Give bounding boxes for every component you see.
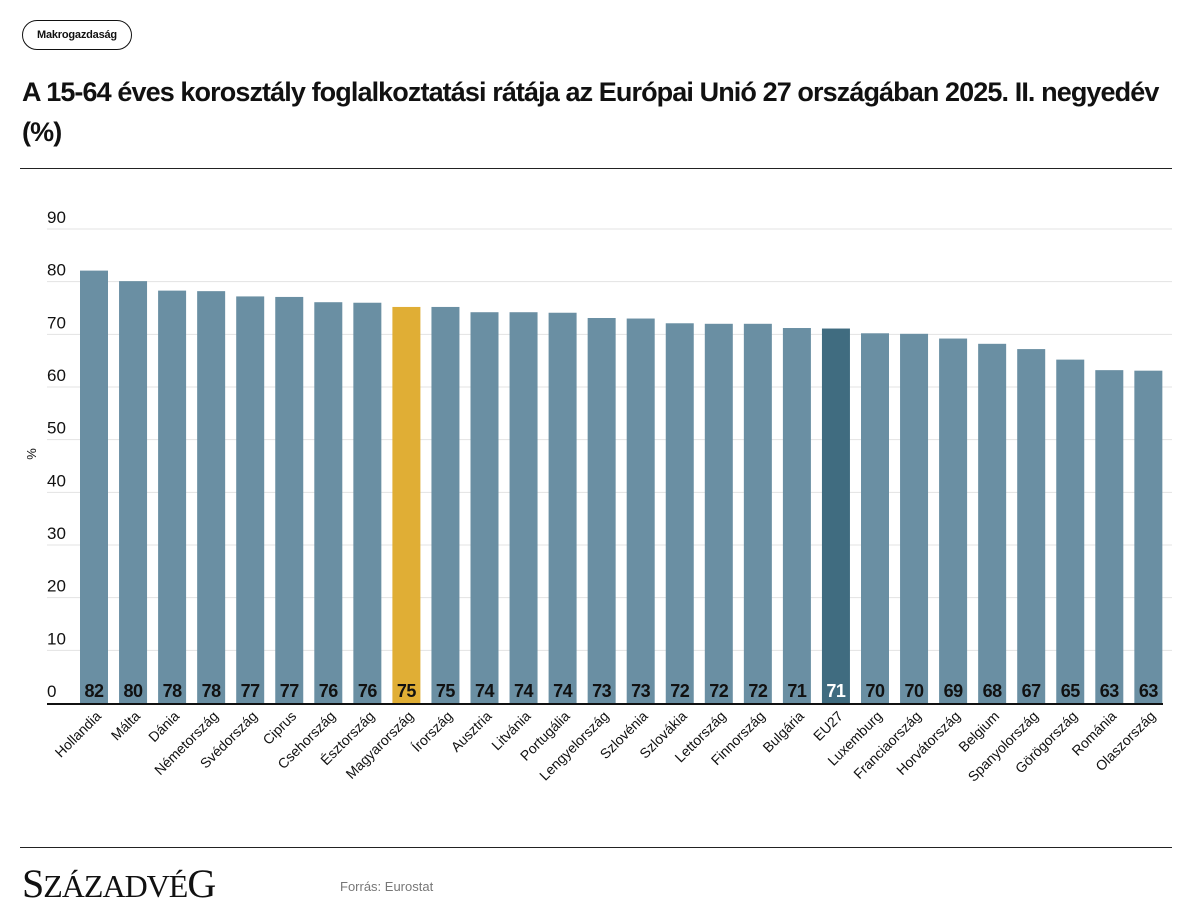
bar-írország[interactable] bbox=[431, 306, 460, 703]
y-tick-label: 60 bbox=[47, 366, 66, 385]
data-label: 63 bbox=[1100, 681, 1120, 701]
data-label: 75 bbox=[436, 681, 456, 701]
y-tick-label: 20 bbox=[47, 577, 66, 596]
data-label: 72 bbox=[709, 681, 729, 701]
data-label: 73 bbox=[631, 681, 651, 701]
y-tick-label: 0 bbox=[47, 682, 56, 701]
data-label: 74 bbox=[553, 681, 573, 701]
bar-luxemburg[interactable] bbox=[861, 333, 889, 703]
bar-finnország[interactable] bbox=[743, 323, 772, 703]
data-label: 70 bbox=[865, 681, 885, 701]
bar-chart: 0 10 20 30 40 50 60 70 80 90 % 82 80 78 78 77 77 76 76 75… bbox=[24, 208, 1172, 785]
bar-eu27[interactable] bbox=[821, 328, 850, 703]
bar-szlovákia[interactable] bbox=[665, 323, 694, 703]
data-label: 70 bbox=[905, 681, 925, 701]
data-label: 78 bbox=[202, 681, 222, 701]
category-tag[interactable]: Makrogazdaság bbox=[22, 20, 132, 50]
data-labels: 82 80 78 78 77 77 76 76 75 75 74 74 74 73 73 72 72 72 71 71… bbox=[84, 681, 1158, 701]
data-label: 63 bbox=[1139, 681, 1159, 701]
y-tick-label: 40 bbox=[47, 471, 66, 490]
data-label: 71 bbox=[826, 681, 846, 701]
data-label: 72 bbox=[748, 681, 768, 701]
data-label: 76 bbox=[358, 681, 378, 701]
x-tick-label: Ausztria bbox=[448, 708, 495, 755]
y-tick-label: 30 bbox=[47, 524, 66, 543]
bar-ausztria[interactable] bbox=[470, 312, 499, 703]
x-tick-label: Hollandia bbox=[52, 708, 105, 761]
footer-divider bbox=[20, 847, 1172, 848]
data-label: 65 bbox=[1061, 681, 1081, 701]
data-label: 74 bbox=[475, 681, 495, 701]
bar-lettország[interactable] bbox=[704, 323, 733, 703]
x-tick-label: Franciaország bbox=[850, 708, 924, 782]
x-axis-ticks: Hollandia Málta DániaNémetországSvédország… bbox=[52, 708, 1159, 785]
bar-dánia[interactable] bbox=[158, 290, 187, 703]
bar-ciprus[interactable] bbox=[275, 296, 304, 703]
y-tick-label: 80 bbox=[47, 261, 66, 280]
x-tick-label: Dánia bbox=[145, 708, 182, 745]
bar-belgium[interactable] bbox=[978, 343, 1007, 703]
data-label: 78 bbox=[163, 681, 183, 701]
bar-litvánia[interactable] bbox=[509, 312, 538, 703]
y-axis-label: % bbox=[24, 448, 39, 460]
data-label: 75 bbox=[397, 681, 417, 701]
bar-észtország[interactable] bbox=[353, 302, 382, 703]
data-label: 71 bbox=[787, 681, 807, 701]
bar-horvátország[interactable] bbox=[939, 338, 968, 703]
source-note: Forrás: Eurostat bbox=[340, 879, 434, 894]
data-label: 67 bbox=[1022, 681, 1042, 701]
bar-olaszország[interactable] bbox=[1134, 370, 1163, 703]
bar-románia[interactable] bbox=[1095, 370, 1124, 703]
bars bbox=[80, 270, 1163, 703]
data-label: 73 bbox=[592, 681, 612, 701]
x-tick-label: Bulgária bbox=[759, 708, 807, 756]
data-label: 74 bbox=[514, 681, 534, 701]
bar-magyarország[interactable] bbox=[392, 306, 421, 703]
data-label: 72 bbox=[670, 681, 690, 701]
data-label: 76 bbox=[319, 681, 339, 701]
bar-hollandia[interactable] bbox=[80, 270, 108, 703]
bar-málta[interactable] bbox=[119, 281, 148, 703]
bar-szlovénia[interactable] bbox=[626, 318, 655, 703]
data-label: 77 bbox=[280, 681, 300, 701]
title-divider bbox=[20, 168, 1172, 169]
data-label: 80 bbox=[124, 681, 144, 701]
x-tick-label: Magyarország bbox=[342, 708, 416, 782]
bar-franciaország[interactable] bbox=[900, 333, 929, 703]
szazadveg-logo: SZÁZADVÉG bbox=[22, 861, 216, 906]
data-label: 68 bbox=[983, 681, 1003, 701]
y-tick-label: 70 bbox=[47, 313, 66, 332]
bar-lengyelország[interactable] bbox=[587, 318, 616, 703]
data-label: 69 bbox=[944, 681, 964, 701]
data-label: 77 bbox=[241, 681, 261, 701]
bar-csehország[interactable] bbox=[314, 302, 343, 703]
y-axis-ticks: 0 10 20 30 40 50 60 70 80 90 bbox=[47, 208, 66, 701]
x-tick-label: EU27 bbox=[810, 708, 846, 744]
bar-németország[interactable] bbox=[197, 291, 226, 703]
bar-svédország[interactable] bbox=[236, 296, 265, 703]
y-tick-label: 50 bbox=[47, 419, 66, 438]
bar-portugália[interactable] bbox=[548, 312, 577, 703]
x-tick-label: Írország bbox=[408, 708, 455, 755]
y-tick-label: 10 bbox=[47, 629, 66, 648]
bar-spanyolország[interactable] bbox=[1017, 349, 1046, 703]
chart-title: A 15-64 éves korosztály foglalkoztatási … bbox=[22, 77, 1159, 147]
bar-bulgária[interactable] bbox=[782, 328, 811, 703]
y-tick-label: 90 bbox=[47, 208, 66, 227]
x-tick-label: Málta bbox=[108, 708, 144, 744]
data-label: 82 bbox=[84, 681, 104, 701]
bar-görögország[interactable] bbox=[1056, 359, 1085, 703]
